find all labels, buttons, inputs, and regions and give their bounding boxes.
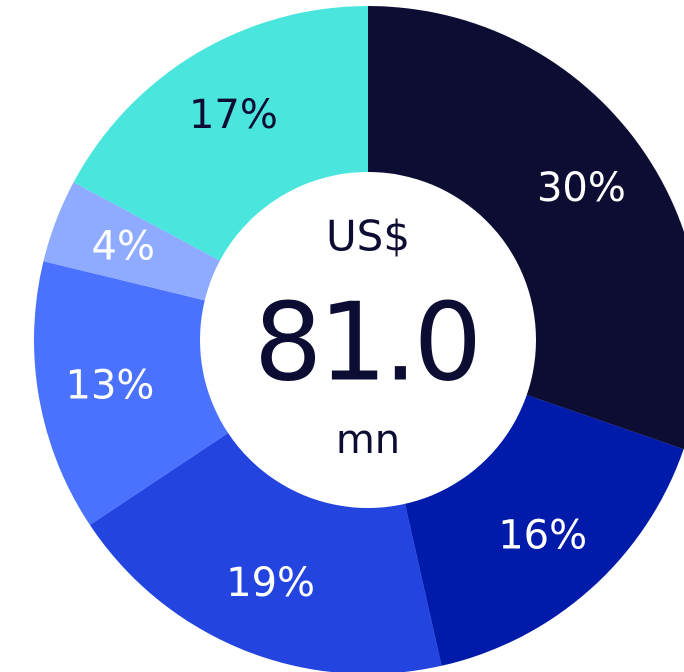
slice-label-30-percent: 30% [537, 165, 626, 211]
slice-label-17-percent: 17% [189, 92, 278, 138]
slice-label-13-percent: 13% [66, 363, 155, 409]
slice-label-4-percent: 4% [92, 224, 155, 270]
slice-label-16-percent: 16% [498, 512, 587, 558]
center-value: 81.0 [254, 281, 478, 406]
center-total: US$ 81.0 mn [254, 212, 482, 464]
donut-hole [200, 172, 536, 508]
center-unit: mn [336, 417, 400, 463]
center-currency: US$ [326, 212, 410, 261]
slice-label-19-percent: 19% [226, 560, 315, 606]
slice-labels: 30% 16% 19% 13% 4% 17% [66, 92, 626, 606]
